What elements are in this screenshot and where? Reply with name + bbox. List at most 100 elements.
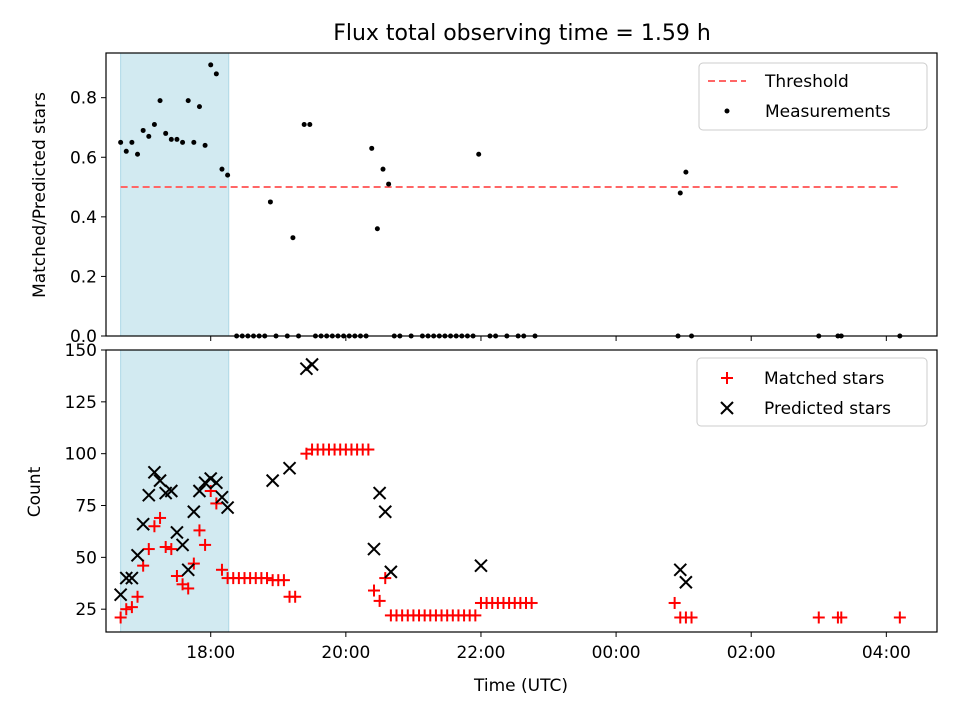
predicted-star-point (153, 473, 167, 488)
matched-star-point (277, 574, 290, 587)
measurement-point (163, 130, 169, 136)
predicted-star-point (265, 473, 280, 488)
legend-bottom: Matched stars Predicted stars (696, 357, 928, 427)
predicted-star-point (220, 500, 235, 515)
measurement-point (123, 148, 129, 154)
matched-star-point (893, 611, 906, 624)
matched-star-point (362, 443, 375, 456)
measurement-point (135, 151, 141, 157)
matched-star-point (159, 540, 172, 553)
measurement-point (129, 139, 135, 145)
predicted-star-point (147, 465, 162, 480)
predicted-star-point (198, 475, 212, 490)
measurements-points (118, 62, 903, 339)
predicted-star-point (474, 558, 488, 573)
predicted-star-point (175, 538, 190, 552)
x-tick-label: 02:00 (727, 643, 776, 663)
bottom-x-axis: 18:00 20:00 22:00 00:00 02:00 04:00 (186, 632, 911, 663)
predicted-star-point (125, 571, 139, 585)
x-tick-label: 18:00 (186, 643, 235, 663)
top-panel-frame (105, 52, 938, 337)
predicted-star-point (299, 361, 314, 376)
measurement-point (151, 121, 157, 127)
predicted-star-point (130, 548, 145, 562)
top-y-axis-label: Matched/Predicted stars (30, 92, 50, 298)
measurement-point (185, 98, 191, 104)
y-tick-label: 25 (75, 600, 97, 620)
matched-star-point (170, 570, 183, 583)
matched-star-point (165, 543, 178, 556)
measurement-point (225, 172, 231, 178)
matched-star-point (142, 543, 155, 556)
measurement-point (174, 136, 180, 142)
legend-threshold-label: Threshold (764, 72, 849, 92)
measurement-point (307, 121, 313, 127)
predicted-star-point (142, 488, 156, 502)
predicted-star-point (673, 563, 687, 577)
predicted-star-point (204, 471, 218, 486)
predicted-star-point (305, 357, 319, 372)
predicted-star-point (679, 575, 693, 589)
highlight-band (120, 53, 230, 336)
y-tick-label: 100 (65, 445, 97, 465)
predicted-star-point (384, 565, 398, 579)
predicted-stars-points (113, 357, 693, 602)
top-panel: 0.00.20.40.60.8 Matched/Predicted stars … (30, 52, 938, 347)
x-tick-label: 22:00 (456, 643, 505, 663)
matched-star-point (525, 596, 538, 609)
legend-matched-swatch (721, 372, 733, 384)
measurement-point (683, 169, 689, 175)
measurement-point (677, 190, 683, 196)
matched-star-point (193, 524, 206, 537)
matched-star-point (261, 572, 274, 585)
bottom-panel: 25 50 75 100 125 150 18:00 20:00 22:00 00:00 02:0… (25, 341, 938, 696)
measurement-point (369, 145, 375, 151)
matched-star-point (367, 584, 380, 597)
measurement-point (140, 127, 146, 133)
measurement-point (202, 142, 208, 148)
predicted-star-point (215, 490, 229, 504)
measurement-point (219, 166, 225, 172)
matched-star-point (215, 563, 228, 576)
matched-star-point (182, 582, 195, 595)
chart-title: Flux total observing time = 1.59 h (333, 21, 711, 46)
matched-stars-points (114, 443, 906, 624)
predicted-star-point (187, 505, 201, 519)
y-tick-label: 0.2 (70, 267, 97, 287)
predicted-star-point (192, 484, 207, 498)
legend-measurements-swatch (724, 108, 730, 114)
measurement-point (168, 136, 174, 142)
top-y-axis: 0.0 0.2 0.4 0.6 0.8 (70, 89, 106, 347)
y-tick-label: 0.0 (70, 327, 97, 347)
y-tick-label: 0.6 (70, 148, 97, 168)
y-tick-label: 150 (65, 341, 97, 361)
measurement-point (118, 139, 124, 145)
matched-star-point (114, 611, 127, 624)
y-tick-label: 75 (75, 497, 97, 517)
measurement-point (213, 71, 219, 77)
legend-measurements-label: Measurements (765, 102, 891, 122)
predicted-star-point (282, 461, 297, 475)
legend-matched-label: Matched stars (764, 369, 884, 389)
x-tick-label: 04:00 (862, 643, 911, 663)
x-tick-label: 00:00 (592, 643, 641, 663)
x-axis-label: Time (UTC) (473, 676, 568, 696)
legend-top-box (698, 62, 928, 131)
matched-star-point (668, 596, 681, 609)
legend-top: Threshold Measurements (698, 62, 928, 131)
measurement-point (386, 181, 392, 187)
predicted-star-point (113, 587, 128, 602)
matched-star-point (812, 611, 825, 624)
legend-predicted-label: Predicted stars (764, 399, 891, 419)
legend-predicted-swatch (720, 401, 734, 415)
matched-star-point (685, 611, 698, 624)
matched-star-point (289, 590, 302, 603)
measurement-point (208, 62, 214, 68)
y-tick-label: 125 (65, 393, 97, 413)
predicted-star-point (378, 505, 392, 519)
predicted-star-point (164, 484, 179, 498)
measurement-point (191, 139, 197, 145)
measurement-point (146, 133, 152, 139)
predicted-star-point (372, 486, 387, 500)
